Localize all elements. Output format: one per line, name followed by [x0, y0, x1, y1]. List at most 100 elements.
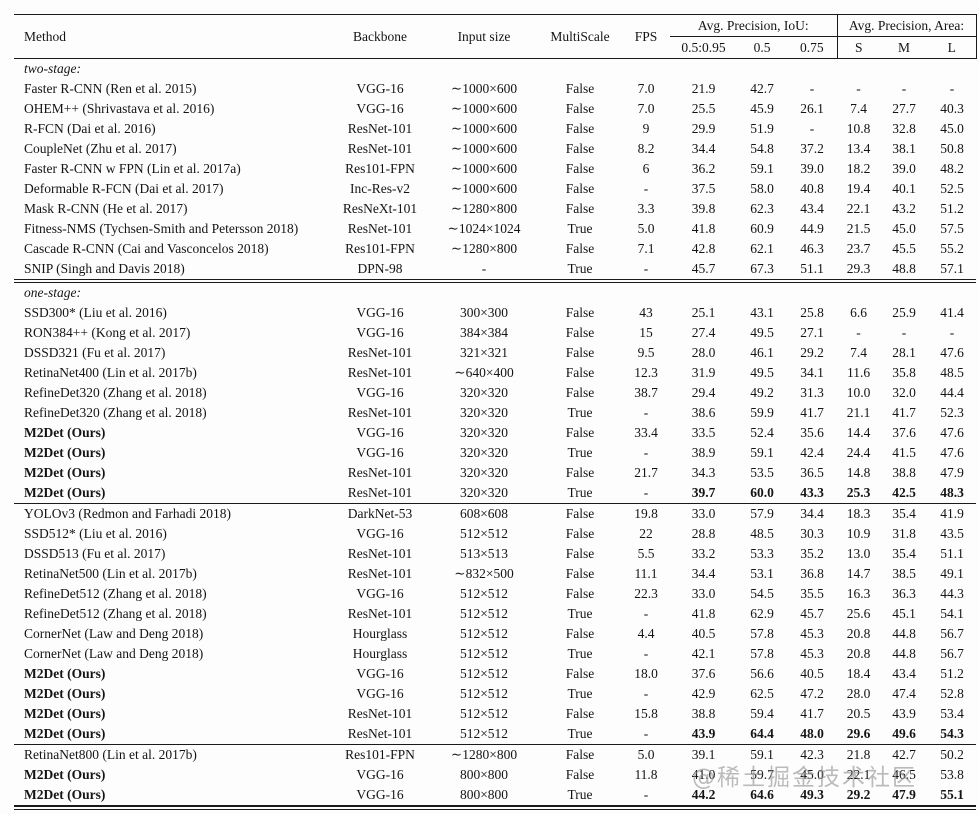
backbone-cell: ResNet-101 [347, 726, 413, 741]
multiscale-cell: False [565, 365, 595, 380]
ap50-cell: 43.1 [750, 305, 774, 320]
ap50-cell: 64.4 [750, 726, 774, 741]
ap75-cell: 43.3 [800, 485, 824, 500]
aps-cell: 21.1 [846, 405, 871, 420]
col-header-fps: FPS [622, 14, 670, 59]
apm-cell: 41.7 [892, 405, 916, 420]
multiscale-cell: False [565, 425, 595, 440]
multiscale-cell: False [565, 161, 595, 176]
apm-cell: 44.8 [892, 626, 916, 641]
backbone-cell: VGG-16 [356, 526, 404, 541]
table-header: Method Backbone Input size MultiScale FP… [14, 14, 977, 59]
ap75-cell: 48.0 [800, 726, 824, 741]
method-cell: RetinaNet800 (Lin et al. 2017b) [24, 747, 197, 762]
input-cell: ∼1000×600 [450, 181, 518, 196]
ap75-cell: 35.6 [800, 425, 824, 440]
table-row: DSSD513 (Fu et al. 2017) ResNet-101 513×51… [14, 544, 976, 564]
ap75-cell: 45.0 [800, 767, 824, 782]
col-group-avg-precision-iou: Avg. Precision, IoU: [670, 14, 838, 37]
ap50-cell: 59.7 [750, 767, 774, 782]
aps-cell: 18.3 [846, 506, 871, 521]
fps-cell: - [643, 445, 649, 460]
method-cell: CoupleNet (Zhu et al. 2017) [24, 141, 177, 156]
apm-cell: 44.8 [892, 646, 916, 661]
multiscale-cell: False [565, 305, 595, 320]
aps-cell: 20.8 [846, 626, 871, 641]
apm-cell: 42.7 [892, 747, 916, 762]
aps-cell: 16.3 [846, 586, 871, 601]
table-row: M2Det (Ours) VGG-16 512×512 True - 42.9 62.5 47… [14, 684, 976, 704]
apl-cell: 54.3 [940, 726, 964, 741]
ap50-cell: 53.5 [750, 465, 774, 480]
backbone-cell: DarkNet-53 [347, 506, 413, 521]
multiscale-cell: False [565, 385, 595, 400]
apl-cell: 52.8 [940, 686, 964, 701]
aps-cell: 13.0 [846, 546, 871, 561]
ap-cell: 39.1 [691, 747, 716, 762]
input-cell: ∼1000×600 [450, 161, 518, 176]
apm-cell: 37.6 [892, 425, 916, 440]
fps-cell: - [643, 181, 649, 196]
ap75-cell: 45.3 [800, 646, 824, 661]
col-header-iou-05: 0.5 [737, 36, 787, 59]
ap75-cell: 47.2 [800, 686, 824, 701]
aps-cell: 20.5 [846, 706, 871, 721]
input-cell: ∼1000×600 [450, 141, 518, 156]
method-cell: CornerNet (Law and Deng 2018) [24, 646, 204, 661]
table-row: CoupleNet (Zhu et al. 2017) ResNet-101 ∼10… [14, 139, 976, 159]
fps-cell: - [643, 261, 649, 276]
fps-cell: 11.8 [634, 767, 658, 782]
aps-cell: 10.9 [846, 526, 871, 541]
table-row: Faster R-CNN (Ren et al. 2015) VGG-16 ∼100… [14, 79, 976, 99]
ap-cell: 42.9 [691, 686, 716, 701]
apm-cell: 28.1 [892, 345, 916, 360]
method-cell: M2Det (Ours) [24, 767, 106, 782]
apm-cell: 32.8 [892, 121, 916, 136]
backbone-cell: ResNet-101 [347, 345, 413, 360]
multiscale-cell: True [567, 686, 593, 701]
input-cell: ∼1280×800 [450, 201, 518, 216]
fps-cell: - [643, 686, 649, 701]
ap75-cell: 27.1 [800, 325, 824, 340]
multiscale-cell: False [565, 101, 595, 116]
table-row: Mask R-CNN (He et al. 2017) ResNeXt-101 ∼1… [14, 199, 976, 219]
input-cell: 320×320 [459, 445, 509, 460]
ap-cell: 39.7 [691, 485, 716, 500]
input-cell: ∼1000×600 [450, 101, 518, 116]
fps-cell: 6 [642, 161, 650, 176]
input-cell: 512×512 [459, 666, 509, 681]
backbone-cell: VGG-16 [356, 81, 404, 96]
method-cell: YOLOv3 (Redmon and Farhadi 2018) [24, 506, 231, 521]
multiscale-cell: False [565, 626, 595, 641]
backbone-cell: ResNet-101 [347, 121, 413, 136]
ap50-cell: 42.7 [750, 81, 774, 96]
apl-cell: 52.3 [940, 405, 964, 420]
apm-cell: 40.1 [892, 181, 916, 196]
fps-cell: 22.3 [634, 586, 658, 601]
apl-cell: 57.1 [940, 261, 964, 276]
ap75-cell: 46.3 [800, 241, 824, 256]
ap-cell: 42.1 [691, 646, 716, 661]
apm-cell: - [901, 81, 907, 96]
ap50-cell: 57.9 [750, 506, 774, 521]
table-row: M2Det (Ours) VGG-16 800×800 False 11.8 41.0 59… [14, 765, 976, 785]
fps-cell: 33.4 [634, 425, 658, 440]
backbone-cell: ResNet-101 [347, 566, 413, 581]
ap50-cell: 56.6 [750, 666, 774, 681]
col-header-area-s: S [836, 36, 881, 59]
backbone-cell: VGG-16 [356, 325, 404, 340]
aps-cell: 7.4 [850, 345, 867, 360]
method-cell: Mask R-CNN (He et al. 2017) [24, 201, 188, 216]
ap50-cell: 62.1 [750, 241, 774, 256]
multiscale-cell: True [567, 485, 593, 500]
aps-cell: 18.2 [846, 161, 871, 176]
apm-cell: 45.5 [892, 241, 916, 256]
method-cell: RON384++ (Kong et al. 2017) [24, 325, 191, 340]
ap50-cell: 49.5 [750, 365, 774, 380]
backbone-cell: ResNeXt-101 [342, 201, 418, 216]
multiscale-cell: False [565, 706, 595, 721]
aps-cell: 18.4 [846, 666, 871, 681]
aps-cell: 10.8 [846, 121, 871, 136]
ap50-cell: 62.9 [750, 606, 774, 621]
method-cell: RefineDet320 (Zhang et al. 2018) [24, 385, 207, 400]
